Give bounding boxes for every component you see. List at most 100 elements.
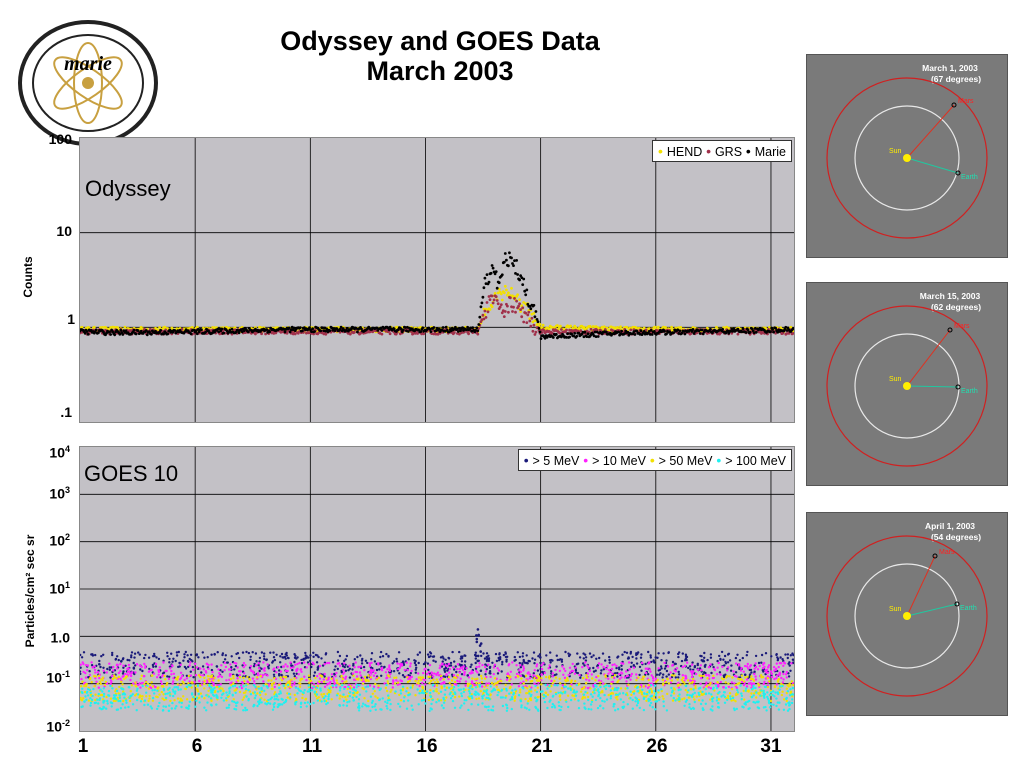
data-point: [220, 675, 224, 679]
data-point: [590, 655, 593, 659]
data-point: [523, 661, 527, 664]
logo-graphic: marie: [18, 20, 158, 146]
data-point: [340, 674, 343, 678]
data-point: [639, 329, 643, 333]
data-point: [506, 674, 510, 678]
data-point: [206, 675, 210, 678]
data-point: [515, 259, 518, 262]
data-point: [370, 661, 373, 664]
data-point: [548, 675, 551, 678]
data-point: [673, 674, 676, 677]
data-point: [524, 293, 528, 297]
data-point: [166, 327, 170, 330]
data-point: [775, 662, 778, 665]
data-point: [528, 673, 532, 676]
data-point: [145, 695, 148, 698]
data-point: [295, 668, 298, 671]
data-point: [536, 320, 540, 324]
data-point: [232, 677, 235, 680]
data-point: [620, 668, 623, 671]
data-point: [345, 327, 349, 330]
data-point: [293, 683, 296, 686]
data-point: [688, 679, 692, 682]
data-point: [228, 328, 232, 332]
data-point: [344, 675, 348, 678]
data-point: [712, 676, 715, 680]
data-point: [629, 652, 632, 655]
data-point: [262, 668, 265, 671]
data-point: [464, 684, 467, 687]
data-point: [667, 682, 671, 685]
data-point: [532, 672, 535, 675]
data-point: [581, 697, 584, 700]
data-point: [194, 684, 198, 688]
data-point: [724, 673, 727, 676]
data-point: [305, 678, 308, 682]
data-point: [357, 677, 360, 680]
data-point: [693, 680, 696, 683]
data-point: [592, 670, 596, 673]
data-point: [354, 661, 357, 664]
data-point: [164, 669, 167, 673]
data-point: [703, 651, 706, 655]
data-point: [189, 653, 193, 656]
data-point: [476, 654, 480, 658]
data-point: [392, 679, 395, 682]
data-point: [207, 689, 210, 692]
data-point: [202, 326, 205, 330]
data-point: [688, 682, 691, 685]
data-point: [292, 672, 296, 675]
data-point: [486, 684, 489, 687]
data-point: [212, 682, 215, 685]
data-point: [566, 332, 569, 335]
data-point: [518, 655, 522, 659]
data-point: [666, 692, 669, 696]
data-point: [693, 698, 696, 701]
data-point: [398, 672, 401, 675]
data-point: [105, 695, 108, 699]
data-point: [627, 656, 630, 659]
data-point: [238, 690, 242, 694]
data-point: [264, 673, 267, 676]
data-point: [273, 695, 276, 698]
data-point: [536, 696, 539, 699]
data-point: [750, 692, 753, 695]
data-point: [667, 651, 670, 654]
data-point: [599, 681, 602, 684]
data-point: [138, 664, 142, 667]
data-point: [519, 670, 523, 674]
data-point: [640, 678, 643, 681]
data-point: [401, 660, 405, 663]
data-point: [447, 330, 451, 334]
data-point: [502, 260, 506, 264]
data-point: [174, 690, 177, 693]
data-point: [492, 672, 495, 676]
data-point: [148, 697, 151, 700]
data-point: [534, 689, 537, 692]
data-point: [304, 654, 307, 657]
data-point: [380, 674, 383, 677]
data-point: [572, 334, 576, 338]
data-point: [672, 331, 675, 335]
data-point: [165, 683, 168, 687]
data-point: [697, 699, 701, 702]
data-point: [627, 661, 631, 664]
data-point: [156, 687, 159, 690]
data-point: [398, 693, 401, 697]
data-point: [419, 676, 422, 679]
data-point: [784, 325, 788, 329]
data-point: [559, 698, 562, 701]
data-point: [359, 665, 363, 668]
data-point: [313, 330, 316, 333]
data-point: [384, 671, 388, 674]
data-point: [496, 667, 499, 670]
data-point: [638, 685, 642, 689]
data-point: [113, 333, 117, 337]
data-point: [757, 684, 761, 687]
data-point: [520, 315, 524, 319]
data-point: [445, 696, 448, 699]
data-point: [529, 680, 532, 683]
data-point: [99, 682, 102, 686]
data-point: [625, 651, 629, 654]
data-point: [475, 665, 478, 669]
